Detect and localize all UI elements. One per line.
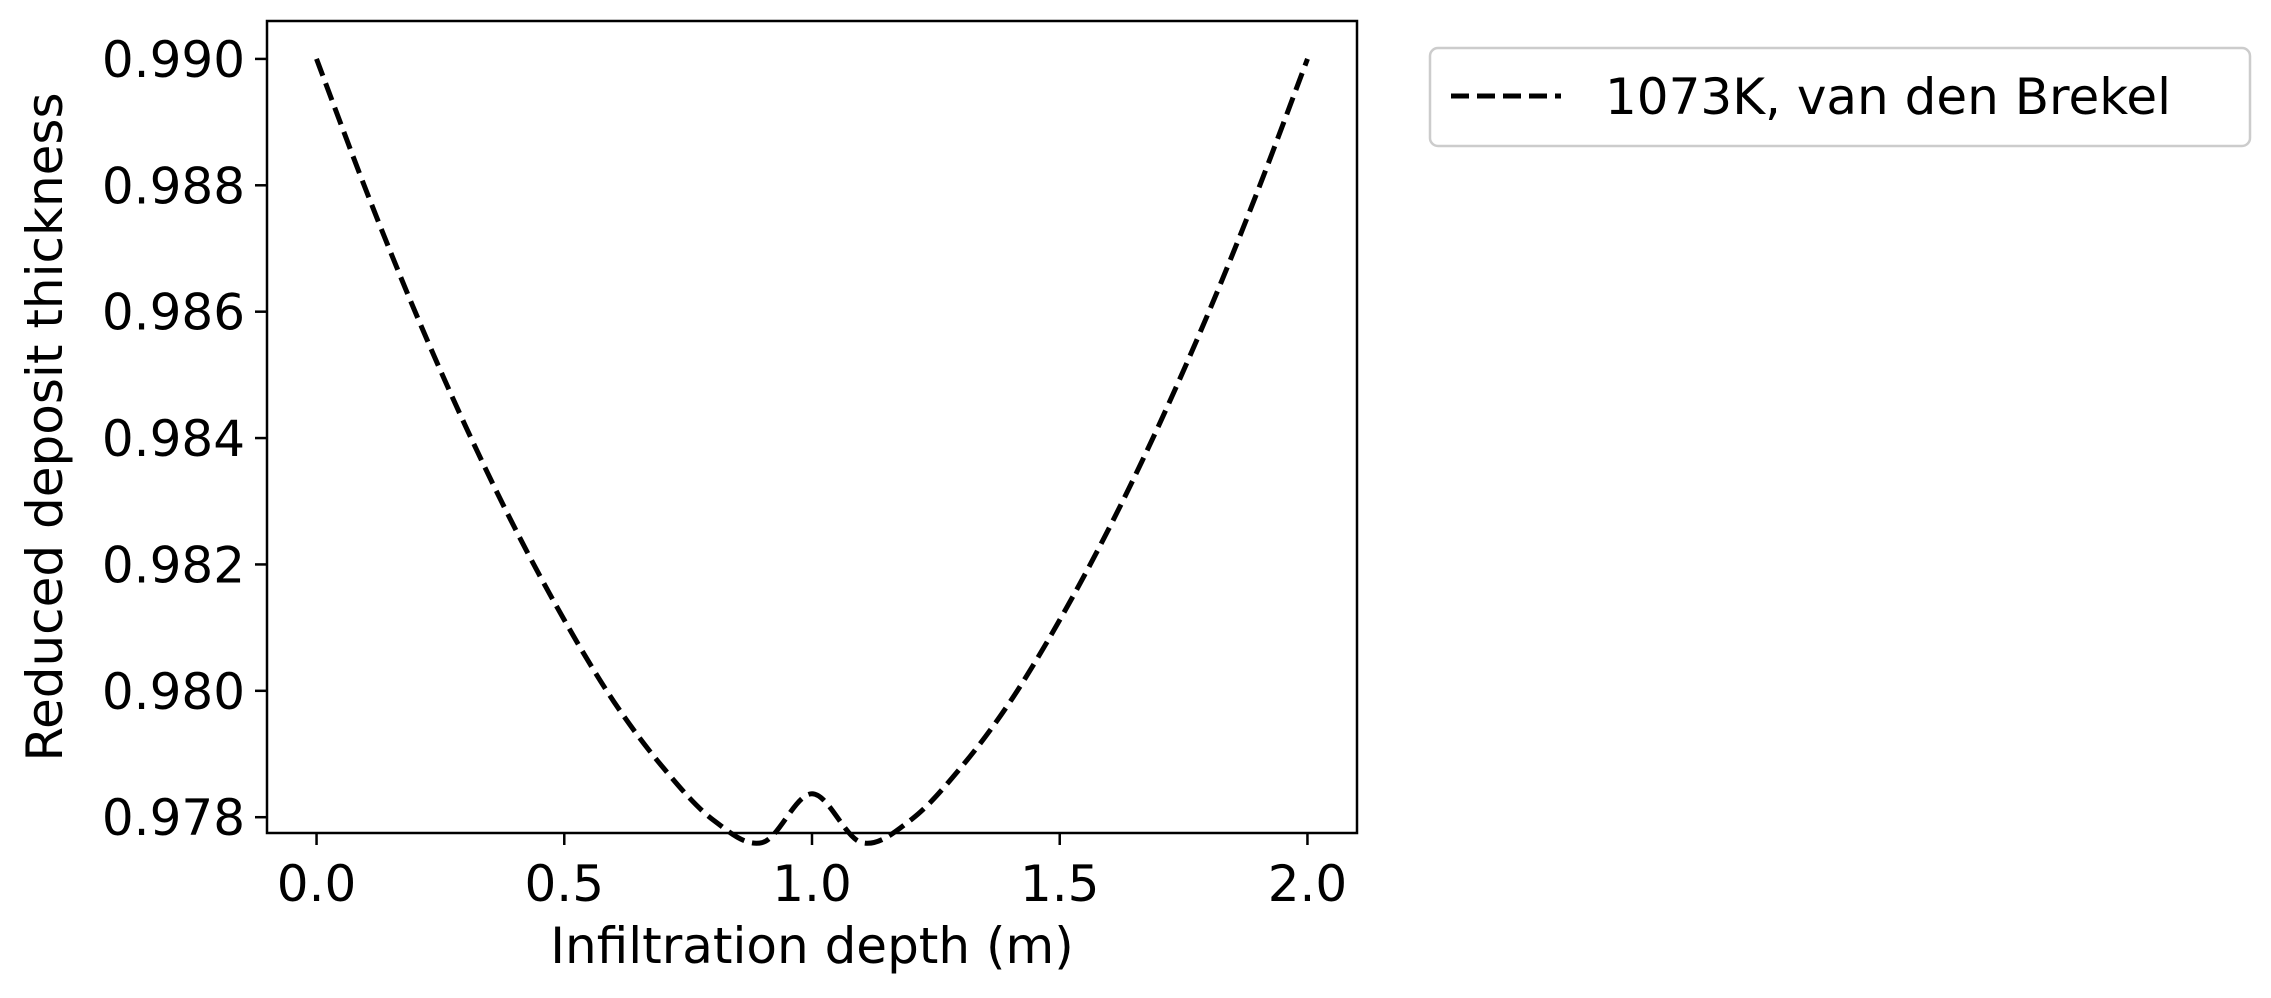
y-tick-label: 0.988 xyxy=(102,157,245,215)
legend-label: 1073K, van den Brekel xyxy=(1605,68,2171,126)
series-line-1073k-van-den-brekel xyxy=(314,58,1310,846)
y-tick-label: 0.986 xyxy=(102,284,245,342)
y-tick-label: 0.984 xyxy=(102,410,245,468)
legend-frame xyxy=(1428,46,2252,148)
y-tick-label: 0.990 xyxy=(102,31,245,89)
y-tick-label: 0.980 xyxy=(102,663,245,721)
x-tick-label: 0.5 xyxy=(525,855,605,913)
y-axis-label: Reduced deposit thickness xyxy=(16,92,74,761)
x-axis-label: Infiltration depth (m) xyxy=(550,917,1073,975)
y-tick-label: 0.982 xyxy=(102,536,245,594)
x-tick-label: 0.0 xyxy=(277,855,357,913)
x-axis-ticks: 0.0 0.5 1.0 1.5 2.0 xyxy=(277,833,1347,913)
legend: 1073K, van den Brekel xyxy=(1428,46,2252,148)
plot-area-frame xyxy=(265,19,1359,835)
y-axis-ticks: 0.978 0.980 0.982 0.984 0.986 0.988 0.990 xyxy=(102,31,267,847)
x-tick-label: 1.5 xyxy=(1020,855,1100,913)
x-tick-label: 1.0 xyxy=(772,855,852,913)
x-tick-label: 2.0 xyxy=(1268,855,1348,913)
y-tick-label: 0.978 xyxy=(102,789,245,847)
